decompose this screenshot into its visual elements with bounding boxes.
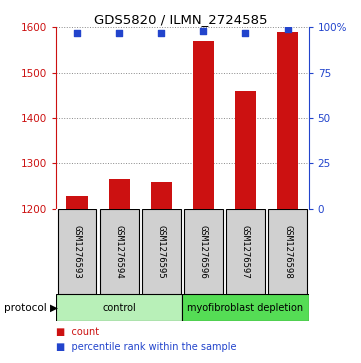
Bar [58,209,96,294]
Bar [66,196,87,209]
Point [158,30,164,36]
Bar [235,91,256,209]
Text: myofibroblast depletion: myofibroblast depletion [187,303,304,313]
Bar [268,209,307,294]
Text: ■  count: ■ count [56,327,99,337]
Point [200,28,206,34]
Text: GSM1276598: GSM1276598 [283,224,292,278]
Text: ■  percentile rank within the sample: ■ percentile rank within the sample [56,342,236,352]
Text: protocol ▶: protocol ▶ [4,303,58,313]
Bar [182,294,309,321]
Text: GSM1276596: GSM1276596 [199,224,208,278]
Text: GSM1276593: GSM1276593 [73,224,82,278]
Point [285,26,291,32]
Point [116,30,122,36]
Text: GSM1276597: GSM1276597 [241,224,250,278]
Bar [277,32,298,209]
Text: GSM1276594: GSM1276594 [115,224,123,278]
Text: GDS5820 / ILMN_2724585: GDS5820 / ILMN_2724585 [94,13,267,26]
Bar [184,209,223,294]
Text: GSM1276595: GSM1276595 [157,224,166,278]
Bar [151,183,172,209]
Bar [226,209,265,294]
Text: control: control [102,303,136,313]
Bar [142,209,180,294]
Point [243,30,248,36]
Point [74,30,80,36]
Bar [193,41,214,209]
Bar [100,209,139,294]
Bar [109,179,130,209]
Bar [56,294,182,321]
